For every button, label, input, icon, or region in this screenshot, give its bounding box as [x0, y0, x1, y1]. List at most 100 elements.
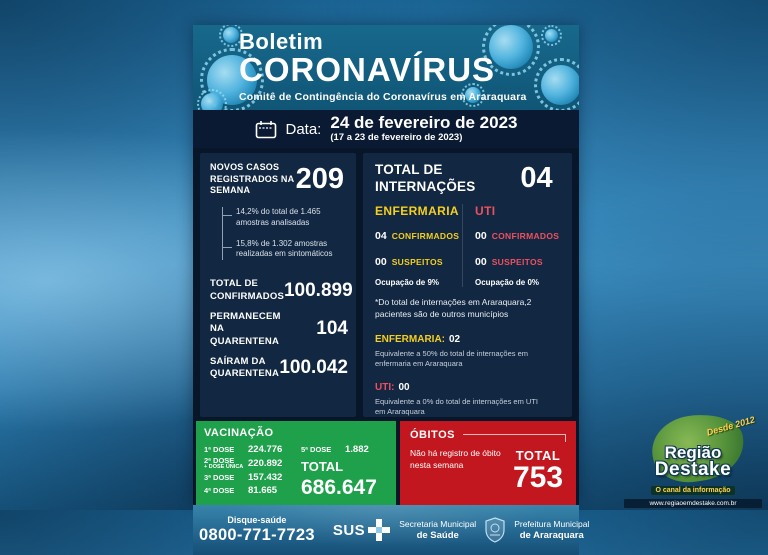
sus-logo-text: SUS [332, 521, 366, 539]
weekly-cases-notes: 14,2% do total de 1.465 amostras analisa… [222, 207, 356, 261]
icu-confirmed-value: 00 [475, 230, 487, 242]
watermark-name-line1: Região [664, 442, 722, 462]
footnote-line: pacientes são de outros municípios [375, 308, 509, 319]
ward-detail: ENFERMARIA: 02 Equivalente a 50% do total… [363, 321, 572, 369]
prefeitura-block: Prefeitura Municipal de Araraquara [514, 519, 589, 541]
secretaria-block: Secretaria Municipal de Saúde [399, 519, 476, 541]
watermark-name: Região Destake [624, 442, 762, 479]
weekly-cases-value: 209 [295, 163, 344, 196]
ward-suspected-value: 00 [375, 256, 387, 268]
icu-suspected-label: SUSPEITOS [491, 257, 543, 267]
dose3-value: 157.432 [248, 472, 283, 484]
secretaria-line1: Secretaria Municipal [399, 519, 477, 530]
phone-block: Disque-saúde 0800-771-7723 [199, 515, 315, 545]
sus-cross-icon [367, 518, 391, 542]
vaccination-total-value: 686.647 [301, 476, 377, 500]
ward-suspected-label: SUSPEITOS [391, 257, 443, 267]
in-quarantine-row: PERMANECEM NA QUARENTENA 104 [200, 303, 356, 348]
icu-title: UTI [475, 204, 496, 218]
left-quarantine-value: 100.042 [279, 357, 348, 379]
hospitalizations-footnote: *Do total de internações em Araraquara,2… [363, 287, 572, 321]
ward-detail-value: 02 [449, 333, 461, 345]
vaccination-panel: VACINAÇÃO 1ª DOSE 224.776 2ª DOSE + DOSE … [196, 421, 396, 506]
icu-occupancy: Ocupação de 0% [475, 278, 540, 287]
deaths-panel: ÓBITOS Não há registro de óbito nesta se… [400, 421, 576, 506]
deaths-title: ÓBITOS [410, 428, 455, 441]
bottom-row: VACINAÇÃO 1ª DOSE 224.776 2ª DOSE + DOSE … [193, 421, 579, 506]
icu-detail-value: 00 [398, 382, 410, 394]
icu-suspected-value: 00 [475, 256, 487, 268]
phone-label: Disque-saúde [227, 515, 287, 526]
left-quarantine-row: SAÍRAM DA QUARENTENA 100.042 [200, 348, 356, 381]
deaths-total-value: 753 [512, 461, 564, 495]
footnote-line: *Do total de internações em Araraquara,2 [375, 297, 532, 307]
left-quarantine-label: SAÍRAM DA QUARENTENA [210, 355, 280, 380]
icu-detail-description: Equivalente a 0% do total de internações… [375, 397, 539, 417]
vaccination-total-label: TOTAL [301, 459, 344, 475]
virus-icon [461, 83, 485, 107]
ward-occupancy: Ocupação de 9% [375, 278, 440, 287]
icu-column: UTI 00 CONFIRMADOS 00 SUSPEITOS Ocupação d… [475, 204, 562, 287]
icu-detail: UTI: 00 Equivalente a 0% do total de inte… [363, 369, 572, 417]
dose-row: 3ª DOSE 157.432 [204, 472, 301, 483]
prefeitura-line2: de Araraquara [519, 529, 584, 541]
dose-row: 5ª DOSE 1.882 [301, 444, 388, 455]
dose4-value: 81.665 [248, 485, 278, 497]
header-text: Boletim CORONAVÍRUS Comitê de Contingênc… [239, 31, 539, 103]
deaths-total-label: TOTAL [515, 448, 561, 464]
total-confirmed-row: TOTAL DE CONFIRMADOS 100.899 [200, 270, 356, 303]
in-quarantine-label: PERMANECEM NA QUARENTENA [210, 310, 281, 347]
bulletin-header: Boletim CORONAVÍRUS Comitê de Contingênc… [193, 25, 579, 110]
coat-of-arms-icon [484, 517, 506, 543]
hospitalizations-value: 04 [520, 162, 553, 194]
regiao-destake-watermark: Desde 2012 Região Destake O canal da inf… [624, 408, 762, 508]
bulletin-pretitle: Boletim [239, 29, 324, 54]
ward-title: ENFERMARIA [375, 204, 459, 218]
dose5-value: 1.882 [345, 444, 369, 456]
vaccination-title: VACINAÇÃO [204, 427, 274, 440]
hospitalizations-panel: TOTAL DE INTERNAÇÕES 04 ENFERMARIA 04 CON… [363, 153, 572, 418]
watermark-tagline: O canal da informação [651, 486, 735, 495]
dose1-label: 1ª DOSE [204, 445, 235, 455]
ward-detail-description: Equivalente a 50% do total de internaçõe… [375, 348, 529, 368]
ward-column: ENFERMARIA 04 CONFIRMADOS 00 SUSPEITOS Ocu… [375, 204, 463, 287]
dose2-sublabel: + DOSE ÚNICA [204, 463, 244, 470]
ward-confirmed-label: CONFIRMADOS [391, 231, 460, 241]
dose-row: 1ª DOSE 224.776 [204, 444, 301, 455]
virus-icon [541, 25, 562, 46]
bulletin-subtitle: Comitê de Contingência do Coronavírus em… [239, 90, 527, 103]
virus-icon [534, 58, 579, 110]
bulletin-footer: Disque-saúde 0800-771-7723 SUS Secretari… [193, 505, 589, 555]
bulletin-body: NOVOS CASOS REGISTRADOS NA SEMANA 209 14… [193, 148, 579, 422]
dose1-value: 224.776 [248, 444, 283, 456]
weekly-cases-label: NOVOS CASOS REGISTRADOS NA SEMANA [210, 162, 294, 196]
dose2-label: 2ª DOSE [204, 456, 235, 466]
dose4-label: 4ª DOSE [204, 486, 235, 496]
date-bar: Data: 24 de fevereiro de 2023 (17 a 23 d… [193, 110, 579, 148]
date-label: Data: [285, 120, 322, 138]
prefeitura-line1: Prefeitura Municipal [514, 519, 590, 530]
phone-number: 0800-771-7723 [199, 526, 315, 545]
virus-icon [482, 25, 540, 76]
in-quarantine-value: 104 [316, 318, 348, 340]
dose2-value: 220.892 [248, 458, 283, 470]
dose-row: 4ª DOSE 81.665 [204, 485, 301, 496]
dose3-label: 3ª DOSE [204, 473, 235, 483]
icu-detail-label: UTI: [375, 382, 395, 394]
calendar-icon [255, 120, 277, 139]
dose-row: 2ª DOSE + DOSE ÚNICA 220.892 [204, 457, 301, 470]
hospitalizations-label: TOTAL DE INTERNAÇÕES [375, 162, 476, 194]
ward-detail-label: ENFERMARIA: [375, 333, 445, 345]
bulletin-card: Boletim CORONAVÍRUS Comitê de Contingênc… [193, 25, 589, 555]
ward-confirmed-value: 04 [375, 230, 387, 242]
icu-confirmed-label: CONFIRMADOS [491, 231, 560, 241]
virus-icon [219, 25, 243, 47]
bulletin-title: CORONAVÍRUS [239, 51, 496, 88]
deaths-bracket-line [462, 434, 566, 443]
date-value: 24 de fevereiro de 2023 [330, 113, 518, 133]
weekly-cases-note: 14,2% do total de 1.465 amostras analisa… [223, 207, 352, 229]
sus-logo: SUS [333, 518, 391, 542]
cases-panel: NOVOS CASOS REGISTRADOS NA SEMANA 209 14… [200, 153, 356, 418]
virus-icon [197, 89, 227, 110]
date-period: (17 a 23 de fevereiro de 2023) [330, 132, 463, 144]
